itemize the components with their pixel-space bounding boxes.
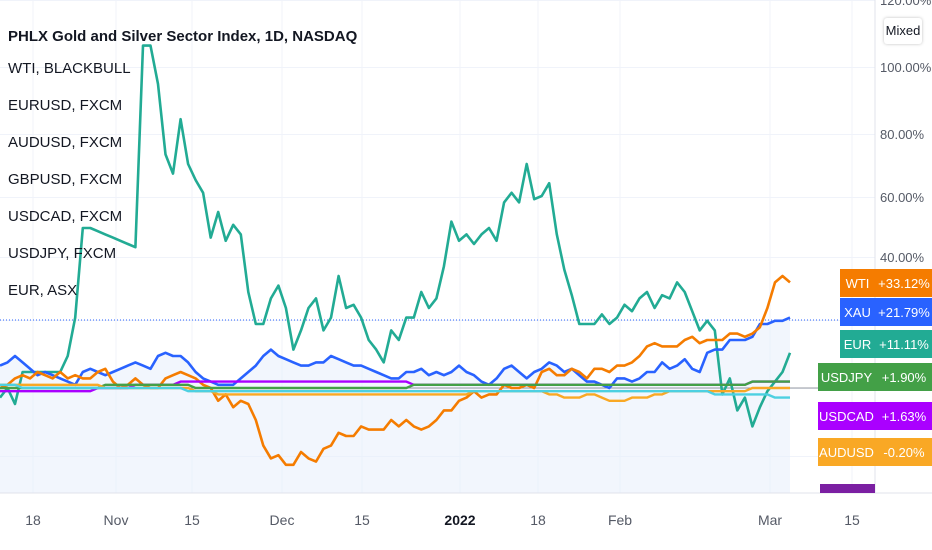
legend-item-eur-asx[interactable]: EUR, ASX xyxy=(8,282,78,299)
y-tick-label: 80.00% xyxy=(880,127,925,142)
legend-item-audusd[interactable]: AUDUSD, FXCM xyxy=(8,134,123,151)
legend-item-wti[interactable]: WTI, BLACKBULL xyxy=(8,60,131,77)
series-line-xau xyxy=(0,316,791,390)
badge-value-text: +21.79% xyxy=(878,305,930,320)
legend-item-usdcad[interactable]: USDCAD, FXCM xyxy=(8,208,123,225)
badge-name-text: AUDUSD xyxy=(819,445,874,460)
badge-usdjpy: USDJPY +1.90% xyxy=(818,363,932,391)
badge-name-text: EUR xyxy=(844,337,871,352)
y-tick-label: 40.00% xyxy=(880,250,925,265)
series-lines xyxy=(0,44,792,467)
badge-name-text: USDCAD xyxy=(819,409,874,424)
badge-value-box xyxy=(875,438,932,466)
series-line-wti xyxy=(0,274,791,467)
badge-eur: EUR +11.11% xyxy=(840,330,932,358)
badge-value-box xyxy=(875,402,932,430)
badge-value-text: +33.12% xyxy=(878,276,930,291)
badge-xau: XAU +21.79% xyxy=(840,298,932,326)
time-axis[interactable]: 18 Nov 15 Dec 15 2022 18 Feb Mar 15 xyxy=(25,512,860,528)
badge-value-text: +1.63% xyxy=(882,409,927,424)
legend-item-gbpusd[interactable]: GBPUSD, FXCM xyxy=(8,171,123,188)
badge-value-box xyxy=(875,330,932,358)
badge-value-box xyxy=(875,269,932,297)
legend-item-usdjpy[interactable]: USDJPY, FXCM xyxy=(8,245,117,262)
y-tick-label: 120.00% xyxy=(880,0,932,8)
badge-name-box xyxy=(818,363,875,391)
scale-mode-button[interactable]: Mixed xyxy=(884,18,922,44)
badge-name-box xyxy=(840,330,875,358)
x-tick-label: 15 xyxy=(184,512,200,528)
x-tick-label: Nov xyxy=(104,512,129,528)
xau-area-path xyxy=(0,317,790,493)
badge-value-text: +1.90% xyxy=(882,370,927,385)
series-line-usdjpy xyxy=(0,380,790,390)
series-line-gbpusd xyxy=(0,383,790,399)
xau-area-fill xyxy=(0,317,790,493)
x-tick-label: 18 xyxy=(530,512,546,528)
x-tick-label: 15 xyxy=(844,512,860,528)
x-tick-label: 18 xyxy=(25,512,41,528)
legend-title[interactable]: PHLX Gold and Silver Sector Index, 1D, N… xyxy=(8,28,358,45)
badge-usdcad: USDCAD +1.63% xyxy=(818,402,932,430)
badge-value-box xyxy=(875,363,932,391)
badge-audusd: AUDUSD -0.20% xyxy=(818,438,932,466)
x-tick-label: 15 xyxy=(354,512,370,528)
price-axis[interactable]: 120.00% 100.00% 80.00% 60.00% 40.00% xyxy=(880,0,932,265)
badge-name-box xyxy=(818,402,875,430)
badge-name-text: WTI xyxy=(846,276,870,291)
badge-name-box xyxy=(840,269,875,297)
badge-value-box xyxy=(875,298,932,326)
x-tick-label: Dec xyxy=(270,512,295,528)
series-line-eur xyxy=(0,44,792,428)
badge-value-text: +11.11% xyxy=(879,337,929,352)
y-tick-label: 60.00% xyxy=(880,190,925,205)
extra-badge-stub xyxy=(820,484,875,493)
price-badges: WTI +33.12% XAU +21.79% EUR +11.11% USDJPY +1.9… xyxy=(818,269,932,466)
badge-name-box xyxy=(818,438,875,466)
x-tick-label: Feb xyxy=(608,512,632,528)
badge-name-text: USDJPY xyxy=(821,370,873,385)
y-tick-label: 100.00% xyxy=(880,60,932,75)
badge-value-text: -0.20% xyxy=(883,445,925,460)
badge-name-text: XAU xyxy=(844,305,871,320)
badge-name-box xyxy=(840,298,875,326)
legend: PHLX Gold and Silver Sector Index, 1D, N… xyxy=(8,24,357,309)
legend-item-eurusd[interactable]: EURUSD, FXCM xyxy=(8,97,123,114)
x-tick-label: Mar xyxy=(758,512,782,528)
x-tick-label: 2022 xyxy=(444,512,475,528)
badge-wti: WTI +33.12% xyxy=(840,269,932,297)
